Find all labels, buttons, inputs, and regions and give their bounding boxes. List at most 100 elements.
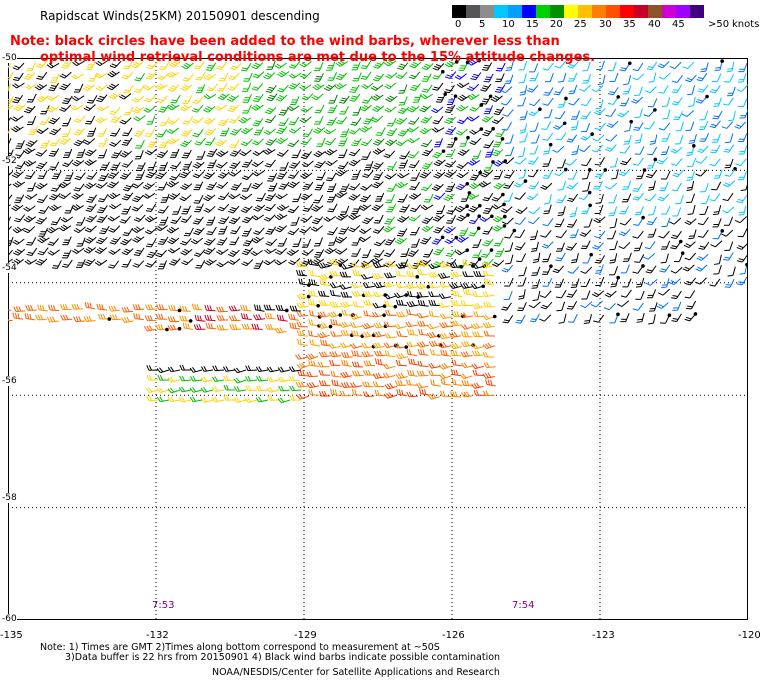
wind-barb [351,282,364,289]
wind-barb [289,385,302,392]
wind-barb [609,240,618,251]
wind-barb [34,83,48,91]
wind-barb [25,139,38,147]
wind-barb [406,341,419,348]
wind-barb [179,364,192,371]
wind-barb [109,139,122,147]
wind-barb [417,360,429,367]
wind-barb [48,148,60,157]
contamination-dot [538,107,542,111]
wind-barb [302,128,313,138]
wind-barb [456,171,469,179]
wind-barb [351,361,364,368]
wind-barb [241,82,252,92]
wind-barb [181,62,194,70]
wind-barb [723,216,734,226]
wind-barb [59,104,72,112]
wind-barb [146,115,156,125]
wind-barb [472,291,484,297]
wind-barb [518,266,527,277]
wind-barb [542,218,554,227]
wind-barb [504,74,514,85]
wind-speed-legend: 0 5 10 15 20 25 30 35 40 45 >50 knots [452,5,759,32]
wind-barb [383,342,396,349]
wind-barb [395,262,409,269]
wind-barb [182,322,194,330]
wind-barb [275,137,289,145]
wind-barb [122,127,133,137]
wind-barb [329,289,341,297]
wind-barb [384,173,397,180]
wind-barb [350,322,363,328]
wind-barb [632,265,644,274]
wind-barb [471,343,485,350]
wind-barb [490,95,503,103]
wind-barb [212,365,225,372]
wind-barb [167,247,181,254]
wind-barb [466,93,480,100]
wind-barb [361,342,374,349]
wind-barb [278,385,291,392]
wind-barb [671,84,682,94]
wind-barb [13,248,26,256]
wind-barb [24,193,38,200]
wind-barb [300,215,313,223]
wind-barb [371,115,384,123]
wind-barb [251,83,264,91]
wind-barb [326,117,337,126]
wind-barb [482,291,495,298]
wind-barb [394,237,408,245]
wind-barb [71,204,84,211]
contamination-dot [500,137,505,141]
contamination-dot [404,293,409,297]
attitude-note: Note: black circles have been added to t… [10,34,595,66]
wind-barb [328,311,341,318]
wind-barb [594,169,606,178]
wind-barb [192,161,205,169]
wind-barb [183,227,194,237]
wind-barb [451,359,463,367]
wind-barb [620,289,632,298]
wind-barb [327,183,337,193]
wind-barb [308,389,320,396]
wind-barb [94,247,108,254]
wind-barb [326,193,337,203]
wind-barb [371,181,384,189]
wind-barb [181,149,192,159]
wind-barb [85,61,96,71]
wind-barb [432,82,444,91]
wind-barb [335,60,349,67]
wind-barb [253,204,266,212]
wind-barb [713,265,722,275]
wind-barb [238,116,251,124]
wind-barb [698,241,710,250]
wind-barb [672,301,682,311]
wind-barb [528,98,541,107]
wind-barb [606,120,619,128]
wind-barb [180,248,193,256]
wind-barb [277,70,290,78]
wind-barb [167,324,180,331]
wind-barb [256,385,269,392]
wind-barb [372,73,385,82]
wind-barb [374,358,386,366]
wind-barb [481,115,494,123]
wind-barb [167,137,180,145]
wind-barb [167,316,180,323]
wind-barb [467,115,480,122]
wind-barb [361,248,372,258]
wind-barb [276,314,288,322]
wind-barb [13,306,26,312]
wind-barb [108,225,121,233]
wind-barb [491,203,505,210]
wind-barb [480,170,493,178]
wind-barb [335,169,348,177]
wind-barb [241,227,252,237]
wind-barb [142,183,155,190]
wind-barb [74,172,86,181]
wind-barb [133,115,146,122]
wind-barb [318,300,331,306]
wind-barb [568,97,580,106]
wind-barb [121,258,132,268]
wind-barb [670,230,682,240]
